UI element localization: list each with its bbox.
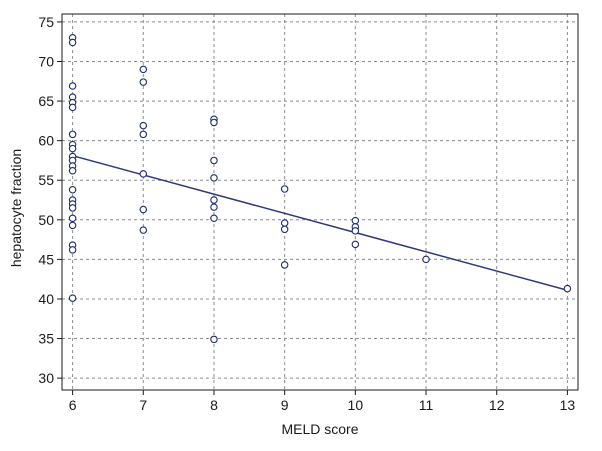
y-tick-label: 35	[38, 331, 54, 347]
data-point	[210, 214, 218, 222]
data-point	[139, 205, 148, 214]
y-tick-label: 45	[38, 251, 54, 267]
y-tick-label: 65	[38, 93, 54, 109]
data-point	[68, 221, 77, 230]
data-point	[563, 284, 572, 293]
regression-line	[72, 154, 568, 291]
data-point	[280, 219, 289, 227]
data-point	[210, 203, 218, 211]
data-point	[68, 185, 77, 194]
y-tick-label: 30	[38, 370, 54, 386]
data-point	[139, 65, 148, 74]
grid-lines	[62, 14, 578, 390]
y-tick-label: 75	[38, 14, 54, 30]
data-point	[139, 78, 148, 86]
data-point	[210, 335, 218, 344]
data-point	[280, 185, 289, 193]
data-point	[422, 255, 430, 264]
y-tick-labels: 30 35 40 45 50 55 60 65 70 75	[38, 14, 54, 386]
y-tick-label: 60	[38, 133, 54, 149]
data-point	[68, 103, 77, 112]
y-tick-label: 55	[38, 172, 54, 188]
x-tick-label: 6	[69, 397, 77, 413]
data-point	[139, 121, 148, 130]
data-point	[210, 174, 218, 182]
data-point	[68, 38, 77, 47]
data-point	[280, 261, 289, 269]
data-point	[68, 144, 77, 153]
data-point	[210, 156, 218, 165]
x-tick-label: 7	[139, 397, 147, 413]
x-tick-label: 11	[419, 397, 434, 413]
y-tick-label: 40	[38, 291, 54, 307]
data-point	[68, 82, 77, 90]
data-point	[351, 240, 360, 249]
x-axis-label: MELD score	[281, 421, 358, 437]
axis-ticks	[57, 21, 568, 395]
data-points	[68, 33, 572, 344]
data-point	[351, 227, 360, 235]
data-point	[68, 130, 77, 139]
data-point	[68, 294, 77, 302]
data-point	[210, 196, 218, 204]
data-point	[210, 118, 218, 127]
y-tick-label: 50	[38, 212, 54, 228]
data-point	[68, 204, 77, 212]
data-point	[68, 246, 77, 254]
x-tick-label: 8	[210, 397, 218, 413]
data-point	[139, 226, 148, 234]
data-point	[139, 170, 148, 178]
x-tick-label: 10	[348, 397, 364, 413]
data-point	[280, 225, 289, 234]
x-tick-label: 13	[560, 397, 576, 413]
data-point	[68, 166, 77, 175]
x-tick-label: 9	[281, 397, 289, 413]
data-point	[68, 214, 77, 222]
x-tick-labels: 6 7 8 9 10 11 12 13	[69, 397, 576, 413]
plot-frame	[61, 13, 579, 391]
data-point	[139, 130, 148, 139]
y-tick-label: 70	[38, 53, 54, 69]
x-tick-label: 12	[489, 397, 505, 413]
data-point	[351, 216, 360, 225]
y-axis-label: hepatocyte fraction	[8, 149, 24, 267]
